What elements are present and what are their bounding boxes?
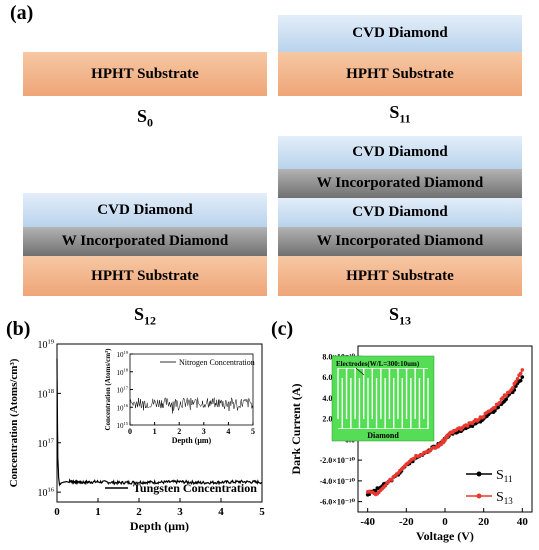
b-inset-y-tick-label: 1017 [116, 385, 128, 394]
chart-b-svg: 0 1 2 3 4 5 1016 1017 1018 1019 Depth (μm) Concentr… [8, 339, 265, 534]
c-data-point-13 [520, 368, 525, 372]
c-data-point-13 [498, 400, 502, 405]
c-data-point-13 [515, 377, 520, 381]
s11-caption: S11 [380, 102, 420, 127]
b-inset-x-tick-label: 2 [177, 427, 181, 436]
s12-caption-main: S [133, 304, 144, 324]
c-y-tick-label: -4.0×10⁻¹⁰ [320, 477, 356, 486]
b-inset-x-tick-label: 4 [226, 427, 230, 436]
b-inset-y-label: Concentration (Atoms/cm³) [104, 348, 112, 431]
b-inset-y-tick-label: 1015 [116, 421, 128, 430]
c-data-point-11 [373, 488, 378, 493]
s12-caption: S12 [125, 304, 165, 329]
s0-hpht-layer: HPHT Substrate [23, 52, 267, 96]
panel-c-label: (c) [271, 318, 294, 340]
b-y-tick-label: 1017 [38, 437, 55, 450]
c-legend-marker-11 [476, 471, 482, 477]
b-inset-x-label: Depth (μm) [172, 436, 212, 445]
b-y-tick-label: 1018 [38, 388, 55, 401]
s12-cvd-layer: CVD Diamond [23, 193, 267, 227]
s13-cvd-layer-top: CVD Diamond [278, 136, 522, 169]
s13-caption: S13 [380, 304, 420, 329]
b-y-tick-label: 1016 [38, 487, 55, 500]
b-legend-label: Tungsten Concentration [133, 481, 257, 495]
c-data-point-11 [504, 397, 508, 401]
b-x-tick-label: 2 [136, 506, 142, 518]
s13-cvd-layer-bottom: CVD Diamond [278, 198, 522, 227]
b-y-tick-label: 1019 [38, 339, 55, 352]
c-x-tick-label: 40 [517, 516, 529, 528]
b-x-axis-label: Depth (μm) [130, 519, 189, 533]
b-inset-x-tick-label: 3 [202, 427, 206, 436]
b-inset-x-tick-label: 5 [251, 427, 255, 436]
b-inset-y-tick-label: 1016 [116, 403, 128, 412]
c-inset-bottom-label: Diamond [367, 431, 399, 440]
c-inset-arrow [355, 367, 365, 376]
chart-c-svg: -40 -20 0 20 40 -6.0×10⁻¹⁰ -4.0×10⁻¹⁰ -2.0×10⁻¹… [289, 345, 533, 543]
b-x-tick-label: 1 [95, 506, 101, 518]
c-data-point-11 [496, 405, 500, 410]
b-inset-y-tick-label: 1019 [116, 350, 128, 359]
b-nitrogen-line [129, 397, 254, 414]
b-tungsten-line [56, 358, 263, 487]
b-inset-x-tick-label: 0 [128, 427, 132, 436]
c-data-point-13 [465, 424, 470, 428]
c-y-axis-label: Dark Current (A) [289, 383, 303, 474]
c-x-tick-label: -20 [399, 516, 414, 528]
b-x-tick-label: 5 [259, 506, 265, 518]
c-data-point-11 [518, 378, 523, 383]
c-data-point-13 [436, 444, 440, 449]
s11-hpht-layer: HPHT Substrate [278, 52, 522, 96]
s12-hpht-layer: HPHT Substrate [23, 256, 267, 296]
s12-w-layer: W Incorporated Diamond [23, 227, 267, 256]
c-x-tick-label: -40 [360, 516, 375, 528]
c-data-point-13 [518, 371, 523, 376]
c-inset-top-band [334, 358, 432, 368]
c-data-point-13 [514, 379, 518, 384]
s0-caption: S0 [125, 106, 165, 131]
c-data-point-13 [493, 405, 497, 410]
c-data-point-13 [510, 386, 515, 390]
c-data-point-13 [390, 478, 394, 482]
c-inset-top-label: Electrodes(W/L=300:10um) [336, 360, 420, 368]
c-inset-box [331, 355, 435, 442]
c-inset-bottom-band [334, 429, 432, 439]
s11-cvd-layer: CVD Diamond [278, 15, 522, 52]
c-data-point-13 [412, 456, 417, 461]
s0-caption-main: S [136, 106, 147, 126]
b-x-tick-label: 0 [54, 506, 60, 518]
c-data-point-13 [383, 483, 388, 488]
s11-caption-main: S [389, 102, 400, 122]
b-inset-legend-label: Nitrogen Concentration [179, 358, 255, 367]
s13-caption-main: S [388, 304, 399, 324]
s13-caption-sub: 13 [399, 313, 411, 328]
c-legend-marker-13 [476, 493, 482, 499]
s12-caption-sub: 12 [144, 313, 156, 328]
s13-w-layer-top: W Incorporated Diamond [278, 169, 522, 198]
b-x-tick-label: 4 [218, 506, 224, 518]
c-y-tick-label: -6.0×10⁻¹⁰ [320, 498, 356, 507]
c-data-point-13 [504, 393, 508, 398]
s13-hpht-layer: HPHT Substrate [278, 256, 522, 296]
c-x-axis-label: Voltage (V) [416, 529, 474, 543]
b-inset-frame [129, 353, 254, 426]
panel-b-label: (b) [6, 318, 31, 340]
panel-a-label: (a) [10, 2, 34, 24]
c-data-point-13 [481, 414, 486, 419]
c-legend-label-11: S11 [496, 468, 512, 484]
c-x-tick-label: 0 [442, 516, 448, 528]
c-data-point-13 [501, 395, 505, 400]
s11-caption-sub: 11 [399, 111, 411, 126]
s13-w-layer-bottom: W Incorporated Diamond [278, 227, 522, 256]
b-inset-y-tick-label: 1018 [116, 368, 128, 377]
b-x-tick-label: 3 [177, 506, 183, 518]
c-x-tick-label: 20 [478, 516, 490, 528]
b-y-axis-label: Concentration (Atoms/cm³) [8, 358, 20, 487]
c-legend-label-13: S13 [496, 490, 513, 506]
c-y-tick-label: -2.0×10⁻¹⁰ [320, 456, 356, 465]
c-data-point-11 [493, 409, 497, 413]
b-inset-x-tick-label: 1 [153, 427, 157, 436]
s0-caption-sub: 0 [147, 115, 153, 130]
c-data-point-11 [520, 375, 525, 379]
